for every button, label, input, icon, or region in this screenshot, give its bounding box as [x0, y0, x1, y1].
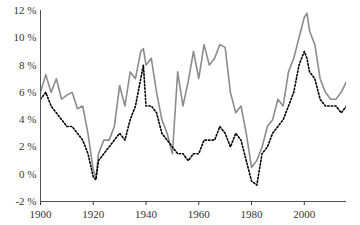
- svg-text:1980: 1980: [241, 208, 264, 220]
- svg-text:1900: 1900: [30, 208, 53, 220]
- svg-text:1940: 1940: [135, 208, 158, 220]
- svg-text:-2 %: -2 %: [15, 195, 36, 207]
- svg-text:0 %: 0 %: [19, 168, 36, 180]
- svg-text:2 %: 2 %: [19, 140, 36, 152]
- svg-text:4 %: 4 %: [19, 113, 36, 125]
- svg-text:2000: 2000: [293, 208, 316, 220]
- svg-text:1920: 1920: [82, 208, 105, 220]
- svg-text:6 %: 6 %: [19, 86, 36, 98]
- svg-text:1960: 1960: [188, 208, 211, 220]
- svg-text:10 %: 10 %: [14, 31, 37, 43]
- svg-text:12 %: 12 %: [14, 4, 37, 16]
- svg-text:8 %: 8 %: [19, 59, 36, 71]
